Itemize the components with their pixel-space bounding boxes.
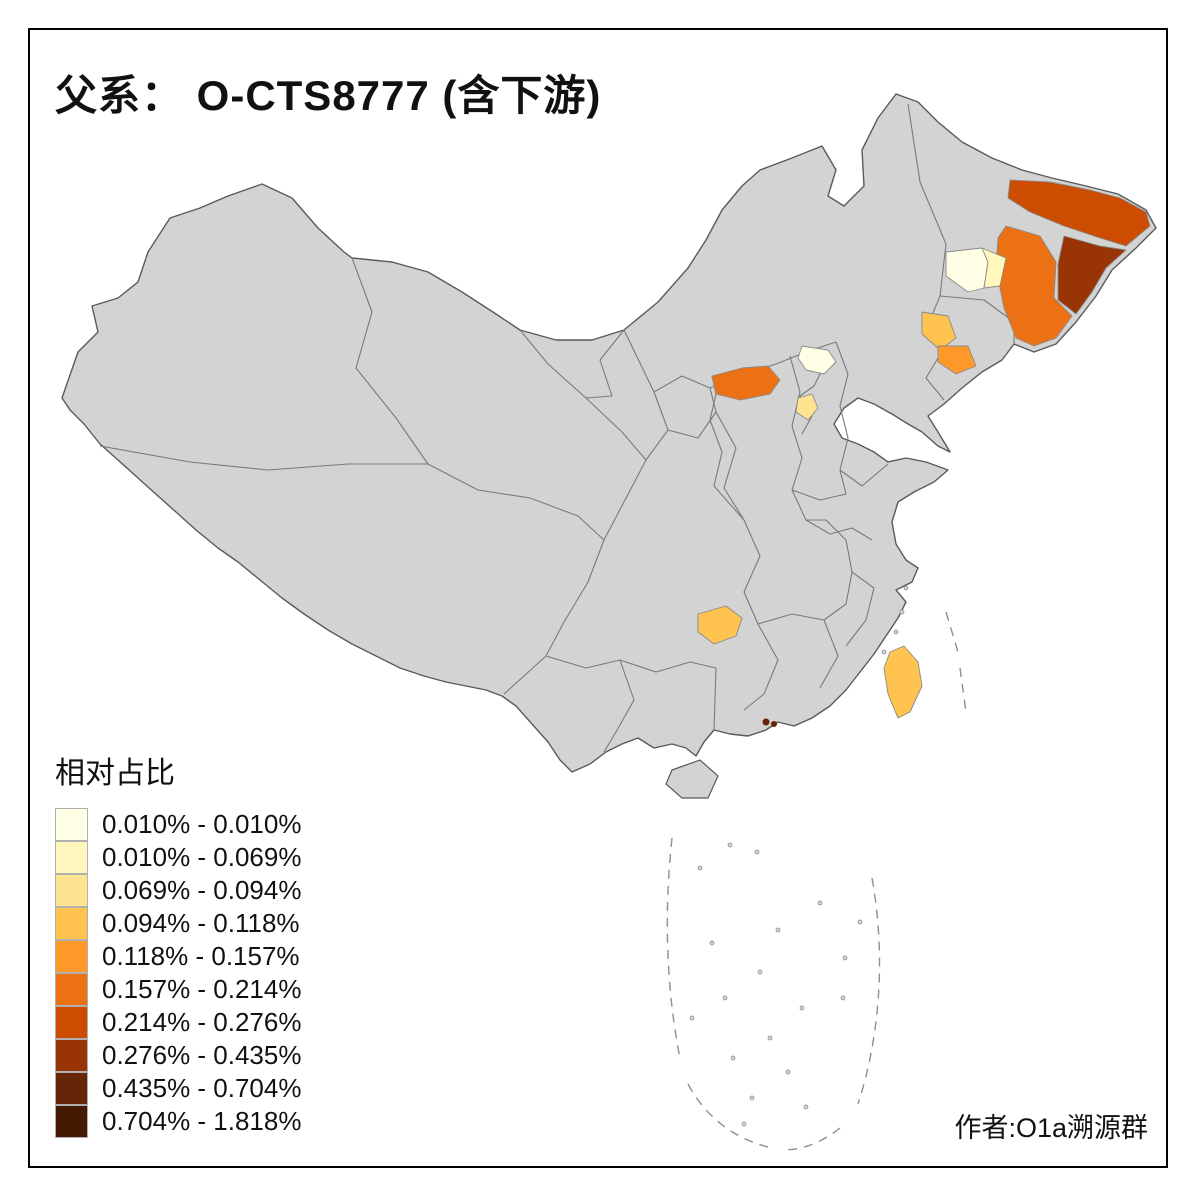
legend-swatch (55, 940, 88, 973)
legend-item: 0.010% - 0.069% (55, 841, 301, 874)
legend-item: 0.069% - 0.094% (55, 874, 301, 907)
legend-item: 0.214% - 0.276% (55, 1006, 301, 1039)
map-region (762, 718, 777, 727)
legend-item-label: 0.118% - 0.157% (102, 941, 300, 971)
map-region (921, 311, 957, 351)
legend-item: 0.118% - 0.157% (55, 940, 301, 973)
legend-swatch (55, 1006, 88, 1039)
map-region (981, 247, 1007, 289)
legend-swatch (55, 874, 88, 907)
legend-item: 0.704% - 1.818% (55, 1105, 301, 1138)
legend-item-label: 0.214% - 0.276% (102, 1007, 302, 1037)
map-region (795, 393, 819, 421)
map-region (711, 365, 781, 401)
legend-item-label: 0.069% - 0.094% (102, 875, 302, 905)
small-islands (689, 585, 909, 1127)
map-region (1007, 179, 1151, 247)
legend-swatch (55, 808, 88, 841)
legend-item-label: 0.276% - 0.435% (102, 1040, 302, 1070)
highlighted-regions (697, 179, 1151, 727)
legend-item: 0.276% - 0.435% (55, 1039, 301, 1072)
legend-swatch (55, 1072, 88, 1105)
legend-swatch (55, 841, 88, 874)
map-region (1057, 235, 1127, 315)
legend-item-label: 0.010% - 0.069% (102, 842, 302, 872)
legend-item-label: 0.704% - 1.818% (102, 1106, 302, 1136)
page-title: 父系： O-CTS8777 (含下游) (55, 72, 602, 119)
legend-item-label: 0.094% - 0.118% (102, 908, 300, 938)
legend-item: 0.094% - 0.118% (55, 907, 301, 940)
mainland-landmass (61, 93, 1157, 799)
legend-item: 0.435% - 0.704% (55, 1072, 301, 1105)
map-region (937, 345, 977, 375)
map-region (883, 645, 923, 719)
map-region (697, 605, 743, 645)
legend-swatch (55, 1105, 88, 1138)
map-region (797, 345, 837, 375)
legend-swatch (55, 1039, 88, 1072)
legend: 相对占比 0.010% - 0.010% 0.010% - 0.069% 0.0… (55, 748, 301, 1138)
hainan-island (665, 759, 719, 799)
legend-swatch (55, 973, 88, 1006)
legend-item: 0.010% - 0.010% (55, 808, 301, 841)
legend-swatch (55, 907, 88, 940)
author-credit: 作者:O1a溯源群 (954, 1113, 1148, 1143)
legend-item: 0.157% - 0.214% (55, 973, 301, 1006)
legend-item-label: 0.435% - 0.704% (102, 1073, 302, 1103)
sea-boundary-dashes (666, 611, 967, 1151)
legend-title: 相对占比 (55, 757, 175, 790)
legend-item-label: 0.157% - 0.214% (102, 974, 302, 1004)
legend-item-label: 0.010% - 0.010% (102, 809, 302, 839)
